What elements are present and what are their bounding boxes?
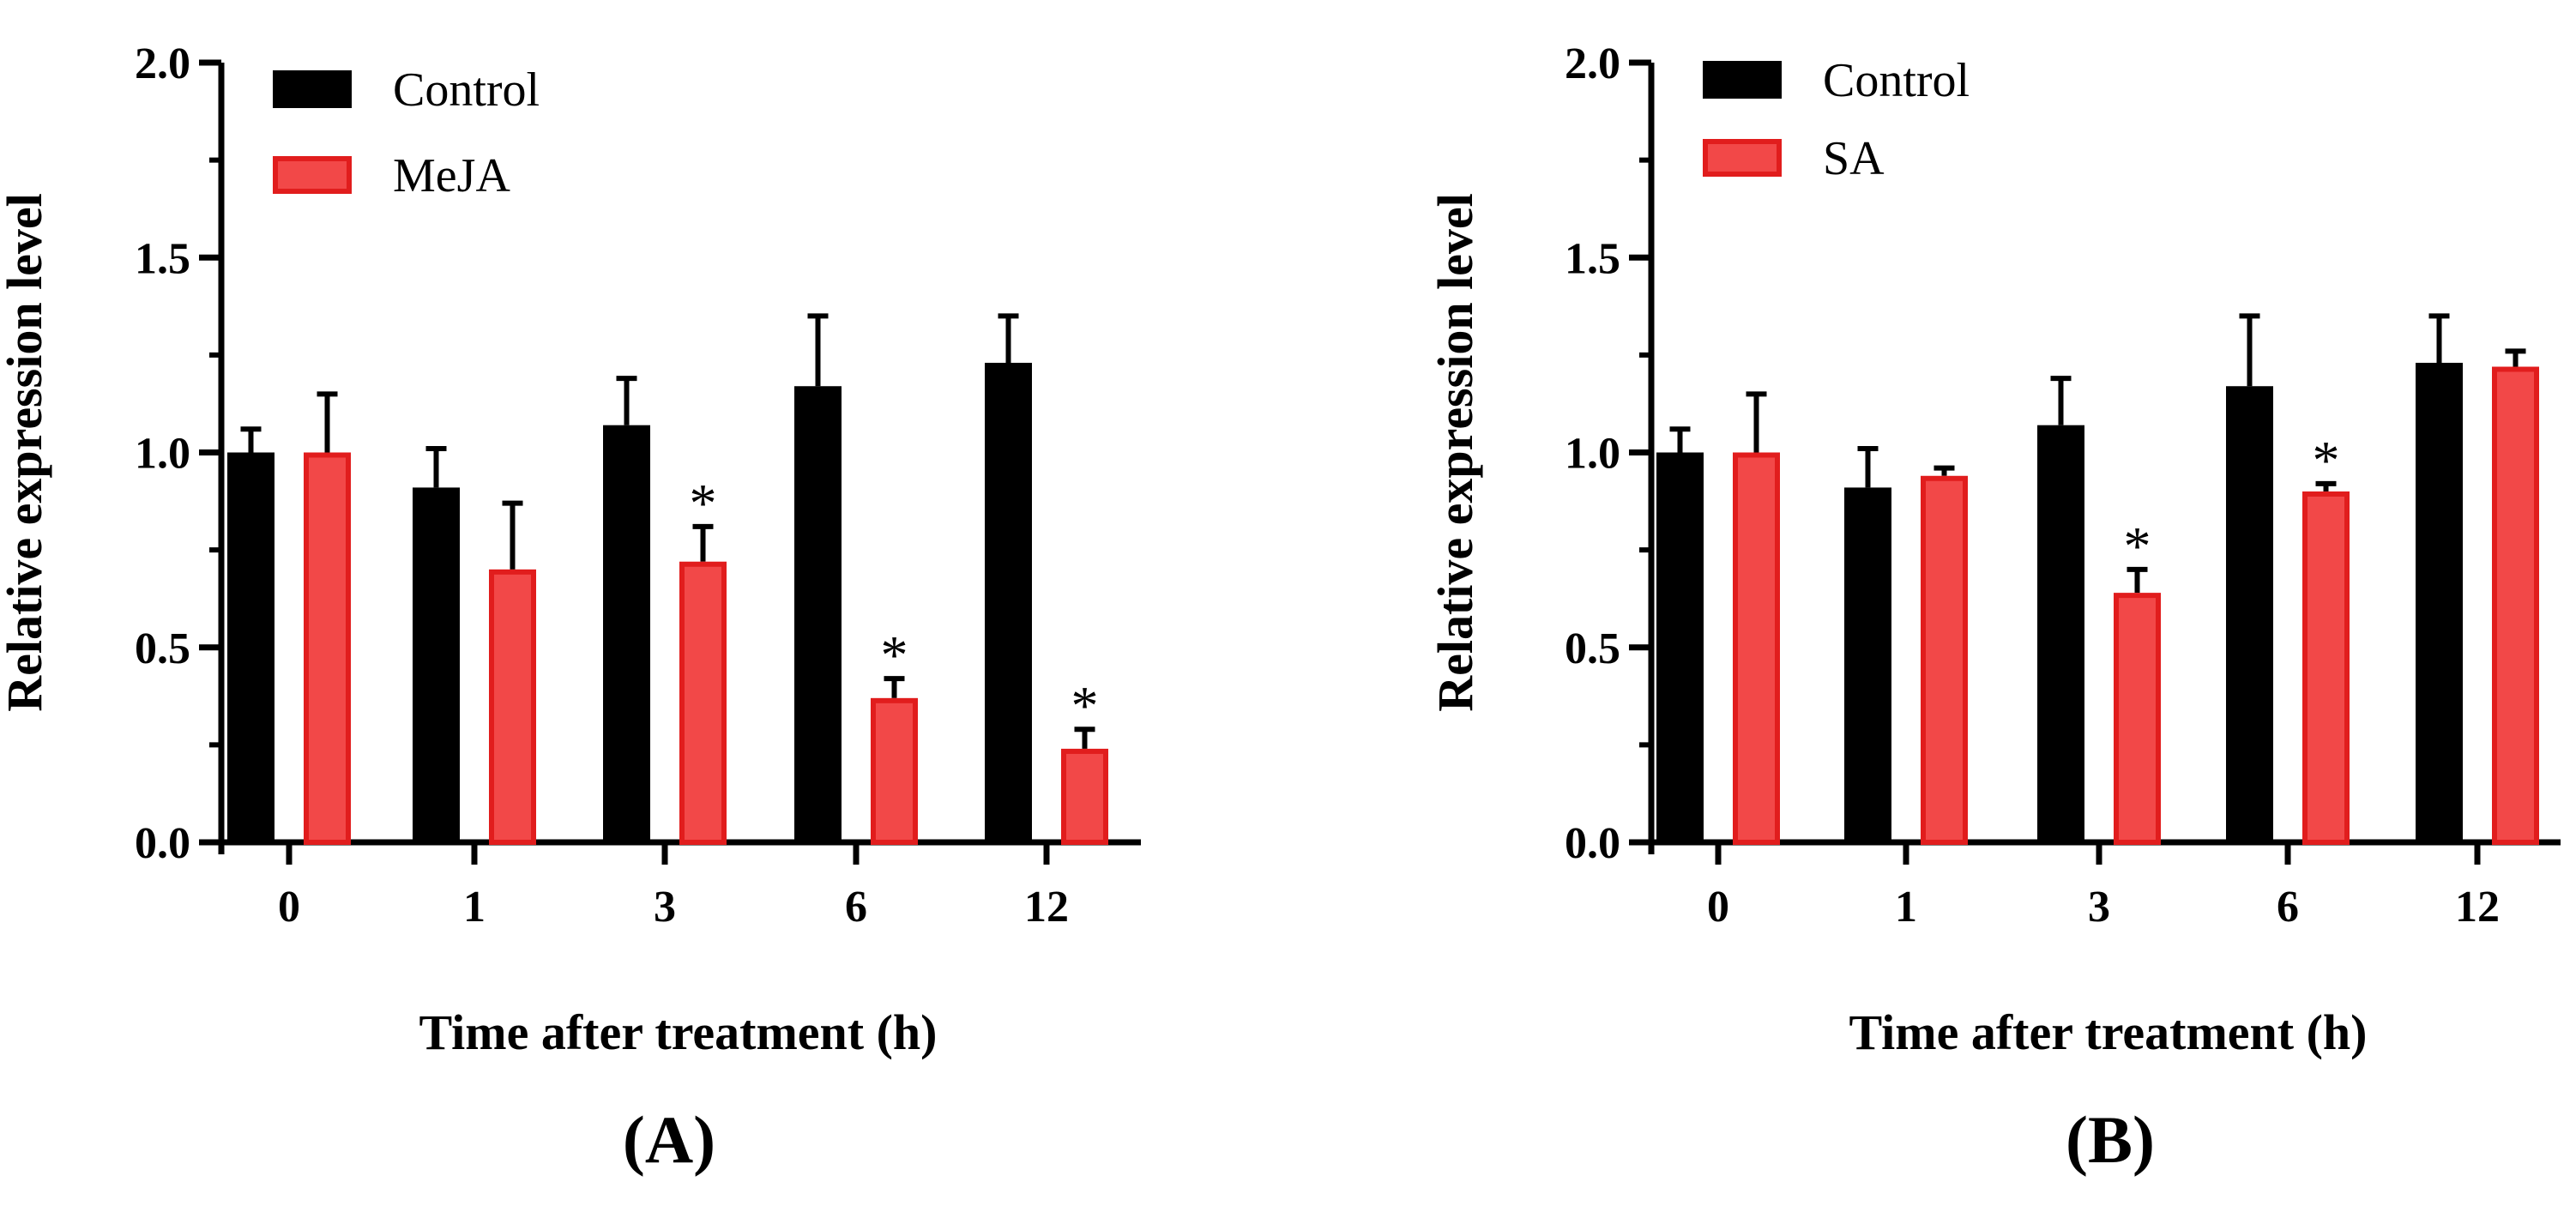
bar-treatment	[304, 452, 351, 845]
panel-label: (B)	[2066, 1102, 2155, 1177]
bar-control	[227, 452, 274, 842]
bar-control	[2416, 362, 2463, 843]
bar-control	[603, 425, 650, 842]
x-tick-label: 12	[2455, 883, 2500, 932]
y-tick-label: 0.0	[1565, 819, 1620, 868]
x-tick-label: 3	[654, 883, 676, 932]
y-axis-title: Relative expression level	[1427, 193, 1483, 712]
legend-label: MeJA	[393, 149, 510, 202]
legend-label: Control	[1823, 54, 1970, 107]
bar-treatment	[2302, 491, 2350, 845]
x-tick-label: 0	[1707, 883, 1729, 932]
chart-panel-b: 0.0 0.5 1.0 1.5 2.0 0 1 3 6 12 * * Control SA Relative…	[1427, 39, 2561, 1177]
bar-treatment	[1921, 475, 1968, 846]
y-tick-label: 0.5	[1565, 624, 1620, 673]
significance-marker: *	[2124, 516, 2151, 576]
x-tick-label: 1	[1895, 883, 1917, 932]
bar-treatment	[2114, 593, 2161, 845]
significance-marker: *	[2313, 430, 2340, 491]
x-tick-label: 1	[463, 883, 486, 932]
panel-label: (A)	[623, 1102, 715, 1177]
significance-marker: *	[1071, 675, 1099, 736]
legend-swatch	[1703, 61, 1782, 99]
significance-marker: *	[881, 624, 908, 685]
legend-swatch	[1703, 139, 1782, 177]
x-tick-label: 6	[2277, 883, 2299, 932]
bar-control	[413, 487, 460, 842]
significance-marker: *	[690, 473, 717, 534]
bar-control	[1656, 452, 1704, 842]
y-tick-label: 1.0	[1565, 430, 1620, 479]
bar-treatment	[1733, 452, 1780, 845]
x-tick-label: 12	[1024, 883, 1069, 932]
bar-treatment	[1061, 748, 1108, 845]
x-tick-label: 0	[278, 883, 300, 932]
legend-label: SA	[1823, 132, 1885, 185]
bar-control	[1844, 487, 1891, 842]
y-tick-label: 1.5	[135, 234, 190, 283]
y-tick-label: 2.0	[135, 39, 190, 88]
bar-control	[2226, 386, 2273, 842]
chart-panel-a: 0.0 0.5 1.0 1.5 2.0 0 1 3 6 12 * * * Control MeJA Relat…	[0, 39, 1141, 1177]
y-tick-label: 2.0	[1565, 39, 1620, 88]
bar-treatment	[871, 697, 918, 846]
y-tick-label: 1.0	[135, 430, 190, 479]
y-tick-label: 0.5	[135, 624, 190, 673]
bar-treatment	[2492, 366, 2539, 845]
x-axis-title: Time after treatment (h)	[1849, 1004, 2368, 1060]
legend-swatch	[273, 156, 352, 194]
bar-treatment	[489, 569, 536, 845]
legend-swatch	[273, 70, 352, 108]
y-tick-label: 0.0	[135, 819, 190, 868]
legend-label: Control	[393, 63, 540, 117]
bar-control	[985, 362, 1032, 843]
x-tick-label: 3	[2088, 883, 2110, 932]
x-tick-label: 6	[845, 883, 867, 932]
bar-control	[2037, 425, 2084, 842]
bar-control	[794, 386, 842, 842]
x-axis-title: Time after treatment (h)	[419, 1004, 938, 1060]
bar-treatment	[679, 561, 727, 845]
y-tick-label: 1.5	[1565, 234, 1620, 283]
y-axis-title: Relative expression level	[0, 193, 52, 712]
